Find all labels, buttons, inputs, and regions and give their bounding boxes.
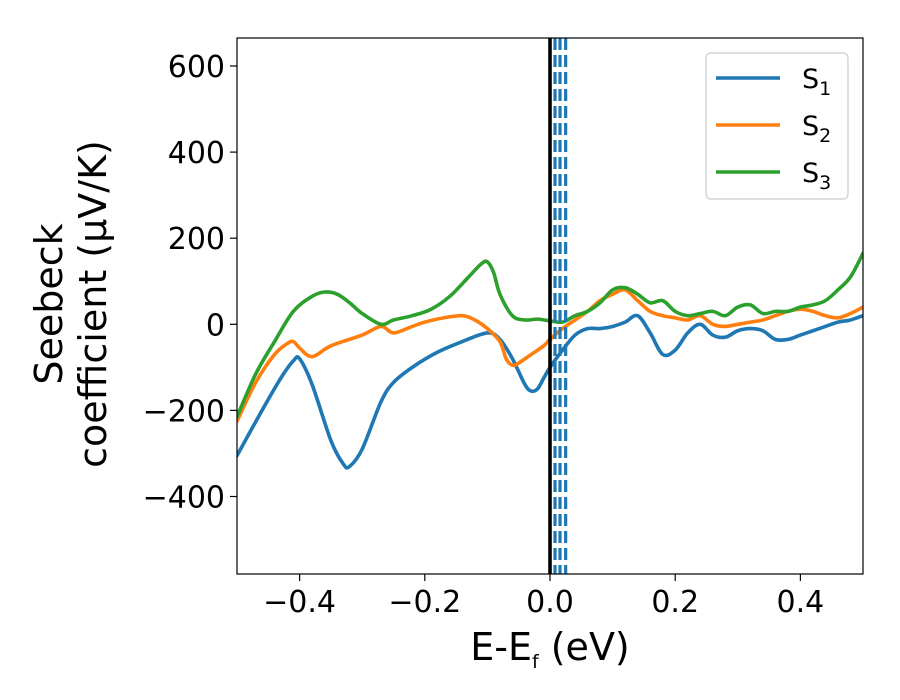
legend-label-s1: S1: [802, 64, 831, 100]
y-tick-label: −200: [143, 394, 225, 429]
series-line-s3: [237, 251, 863, 419]
y-tick-label: 600: [168, 50, 225, 85]
y-axis-label-line1: Seebeck: [27, 223, 71, 384]
x-axis-label-main: E-E: [470, 625, 532, 669]
y-tick-label: 400: [168, 136, 225, 171]
y-tick-label: −400: [143, 481, 225, 516]
x-tick-label: 0.2: [651, 585, 699, 620]
x-tick-label: 0.4: [777, 585, 825, 620]
series-line-s2: [237, 287, 863, 423]
legend-label-s2: S2: [802, 111, 831, 147]
x-axis-label-unit: (eV): [539, 625, 630, 669]
x-tick-label: 0.0: [526, 585, 574, 620]
x-tick-label: −0.2: [388, 585, 461, 620]
series-line-s1: [237, 313, 863, 470]
axis-ticks: −0.4 −0.2 0.0 0.2 0.4 600 400 200 0 −200 −400: [143, 50, 825, 620]
legend: S1 S2 S3: [705, 52, 849, 200]
x-axis-label-sub: f: [532, 651, 540, 673]
legend-label-s3: S3: [802, 158, 831, 194]
y-axis-label-line2: coefficient (μV/K): [71, 140, 115, 468]
x-tick-label: −0.4: [263, 585, 336, 620]
plot-area: [237, 38, 863, 574]
x-axis-label: E-Ef (eV): [470, 625, 630, 673]
y-tick-label: 0: [206, 308, 225, 343]
y-axis-label: Seebeck coefficient (μV/K): [27, 140, 115, 468]
y-tick-label: 200: [168, 222, 225, 257]
